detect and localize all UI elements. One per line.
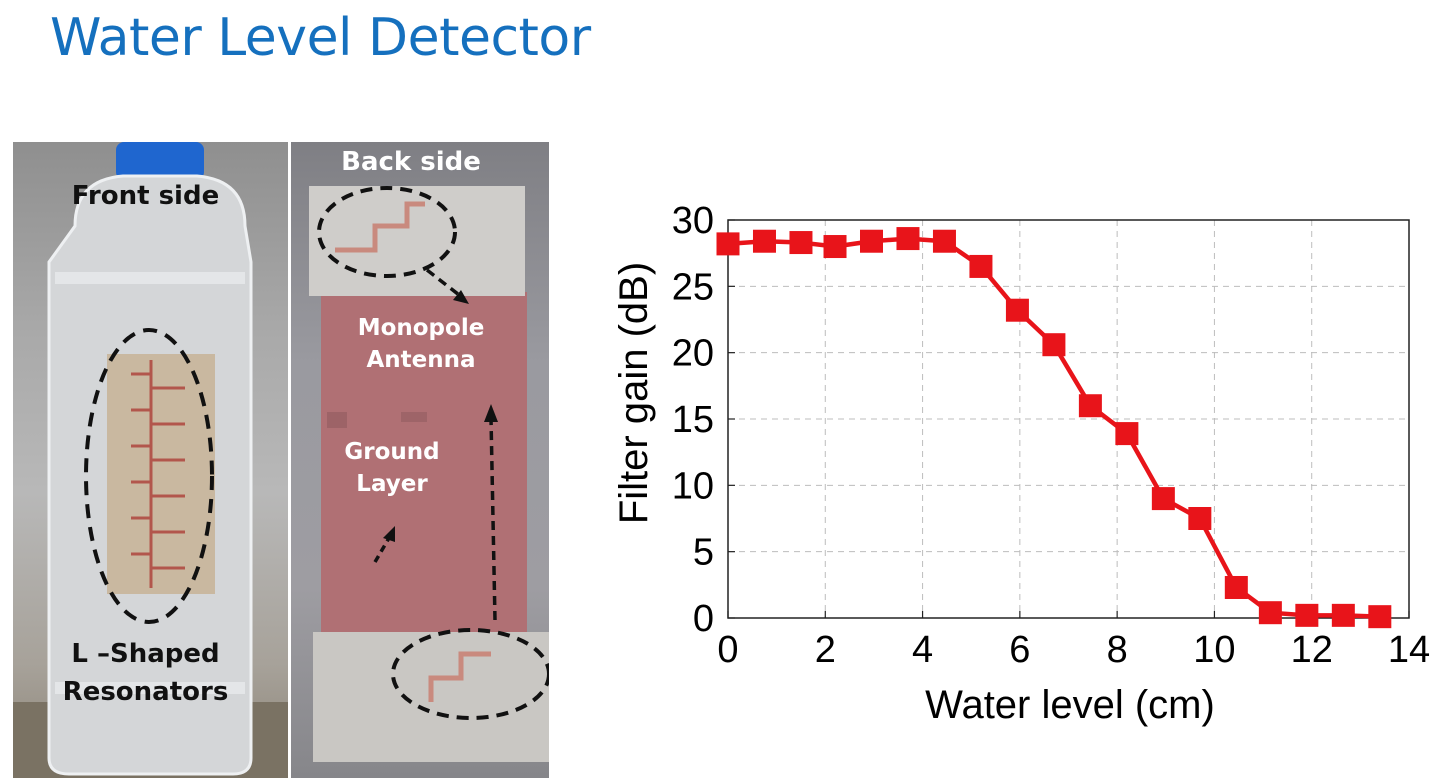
antenna-illustration [309,186,549,762]
arrow-head [484,404,498,422]
front-side-photo: Front side L –Shaped Resonators [13,142,288,778]
series-line [727,236,1380,619]
resonators-label-line1: L –Shaped [71,639,220,669]
back-side-photo: Back side Monopole Antenna Ground Layer [291,142,549,778]
ground-label-line1: Ground [344,439,440,465]
data-point-marker [1151,487,1175,511]
data-point-marker [896,227,920,251]
monopole-highlight-ellipse [317,186,457,278]
stain-mark [327,412,347,428]
x-tick-label: 10 [1193,629,1235,671]
stain-mark [401,412,427,422]
chart-grid [728,220,1409,618]
ground-label-line2: Layer [356,471,428,498]
ground-layer-label: Ground Layer [327,436,457,500]
x-axis-label: Water level (cm) [925,683,1215,727]
data-point-marker [932,229,956,253]
ground-pointer-arrow [489,417,497,621]
y-tick-label: 20 [672,333,714,375]
monopole-antenna-label: Monopole Antenna [331,312,511,376]
data-point-marker [1224,575,1248,599]
antenna-label-line2: Antenna [366,347,476,374]
x-tick-label: 6 [1009,629,1030,671]
data-point-marker [1258,601,1282,625]
feed-trace [428,651,491,702]
x-tick-label: 8 [1107,629,1128,671]
axis-ticks: 0 2 4 6 8 10 12 14 0 5 10 15 20 25 30 [672,200,1430,671]
resonators-label-line2: Resonators [62,676,229,707]
l-shaped-resonators-label: L –Shaped Resonators [13,636,278,711]
bottle-illustration [13,142,288,778]
front-side-label: Front side [71,181,220,211]
y-tick-label: 0 [693,598,714,640]
x-tick-label: 14 [1388,629,1430,671]
arrow-head [383,526,395,542]
data-point-marker [823,235,847,259]
data-point-marker [1295,603,1319,627]
x-tick-label: 2 [815,629,836,671]
arrow-head [453,290,469,304]
resonator-highlight-ellipse [84,328,214,624]
data-point-marker [716,232,740,256]
data-point-marker [969,254,993,278]
back-side-label: Back side [341,147,481,177]
data-point-marker [1042,333,1066,357]
data-point-marker [1078,394,1102,418]
data-point-marker [1331,603,1355,627]
x-tick-label: 0 [717,629,738,671]
y-tick-label: 30 [672,200,714,242]
data-point-marker [789,231,813,255]
x-tick-label: 12 [1291,629,1333,671]
monopole-pointer-arrow [425,268,465,300]
data-point-marker [1368,605,1392,629]
y-tick-label: 10 [672,465,714,507]
y-tick-label: 5 [693,532,714,574]
bottle-cap [116,142,204,180]
bottle-ridge [55,272,245,284]
l-shaped-resonators [131,360,185,588]
data-point-marker [1188,507,1212,530]
data-point-marker [752,229,776,253]
layer-pointer-arrow [373,537,391,563]
y-tick-label: 15 [672,399,714,441]
y-axis-label: Filter gain (dB) [612,262,656,524]
bottle-ridge [55,682,245,694]
slide-title: Water Level Detector [50,8,591,68]
monopole-trace [335,201,425,253]
data-point-marker [1115,422,1139,446]
y-tick-label: 25 [672,266,714,308]
resonator-sheet [107,354,215,594]
x-tick-label: 4 [912,629,933,671]
data-series [716,227,1392,629]
antenna-label-line1: Monopole [357,315,485,341]
data-point-marker [1005,298,1029,322]
data-point-marker [859,229,883,253]
